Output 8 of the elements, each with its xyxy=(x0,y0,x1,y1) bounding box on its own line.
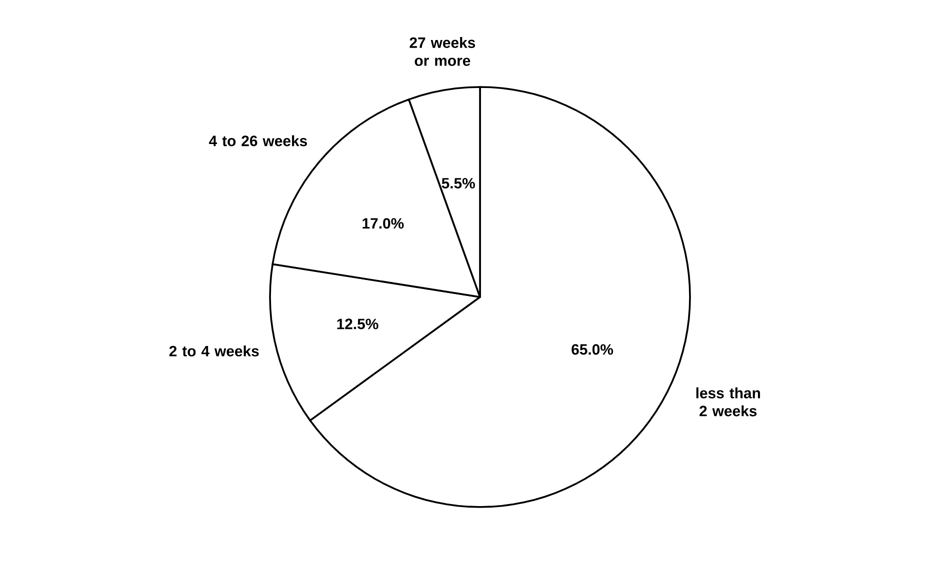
slice-label: less than 2 weeks xyxy=(696,387,760,416)
data-label: 65.0% xyxy=(572,344,614,355)
slice-label: 27 weeks or more xyxy=(410,37,476,66)
data-label: 17.0% xyxy=(362,218,404,229)
data-label: 12.5% xyxy=(337,318,378,330)
data-label: 5.5% xyxy=(442,178,475,188)
slice-label: 4 to 26 weeks xyxy=(208,135,307,146)
slice-label: 2 to 4 weeks xyxy=(169,345,259,356)
